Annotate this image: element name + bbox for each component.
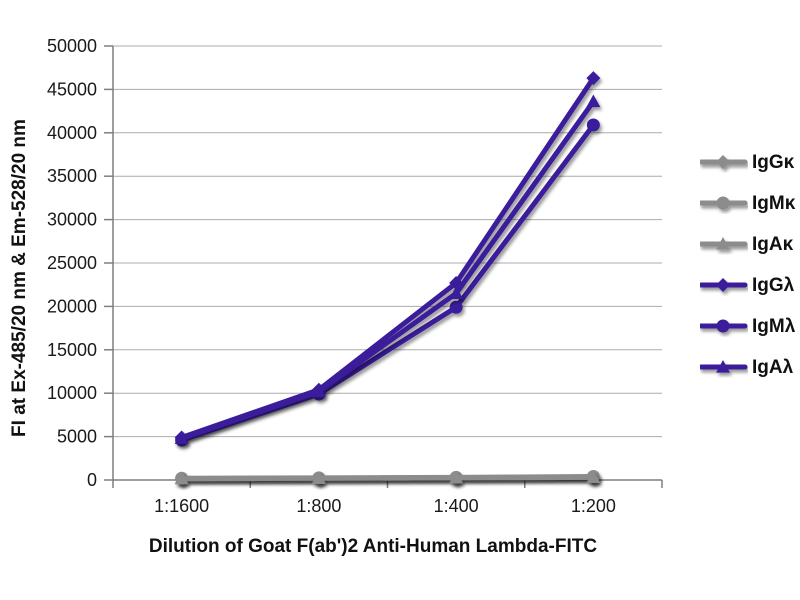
diamond-legend-marker-icon [700,277,748,292]
legend-swatch [700,236,748,250]
legend-swatch [700,277,748,292]
data-point-marker [174,471,189,485]
legend-item: IgAλ [700,347,795,388]
y-tick-label: 5000 [57,427,97,447]
y-axis-title: FI at Ex-485/20 nm & Em-528/20 nm [9,119,30,437]
series-line [179,75,596,440]
legend-item-label: IgAκ [752,233,794,255]
legend-item: IgAκ [700,224,795,265]
legend-swatch [700,196,748,209]
y-tick-label: 30000 [47,210,97,230]
circle-legend-marker-icon [700,196,748,209]
data-point-marker [716,236,730,250]
triangle-legend-marker-icon [700,236,748,250]
legend: IgGκ IgMκ IgAκ IgGλ IgMλ IgAλ [700,142,795,388]
x-tick-label: 1:800 [296,496,341,516]
data-point-marker [311,384,326,398]
x-tick-label: 1:1600 [154,496,209,516]
data-point-marker [174,431,189,444]
x-tick-label: 1:200 [571,496,616,516]
series-line [179,99,596,441]
y-tick-label: 15000 [47,340,97,360]
legend-swatch [700,319,748,332]
legend-item-label: IgGκ [752,151,795,173]
circle-legend-marker-icon [700,319,748,332]
legend-item-label: IgAλ [752,356,794,378]
series-line [179,474,596,482]
y-tick-label: 20000 [47,296,97,316]
y-tick-label: 10000 [47,383,97,403]
y-tick-label: 25000 [47,253,97,273]
data-point-marker [716,359,730,373]
data-point-marker [586,470,601,483]
data-point-marker [449,286,464,299]
y-tick-label: 35000 [47,166,97,186]
data-point-marker [716,319,730,332]
data-point-marker [586,118,600,132]
data-point-marker [311,471,326,484]
legend-item-label: IgMλ [752,315,796,337]
triangle-legend-marker-icon [700,359,748,373]
data-point-marker [586,94,601,108]
series-IgAλ [174,94,601,444]
legend-item-label: IgGλ [752,274,795,296]
y-tick-label: 50000 [47,36,97,56]
data-point-marker [716,154,730,169]
data-point-marker [586,71,601,86]
data-point-marker [449,300,463,314]
legend-swatch [700,359,748,373]
y-tick-label: 40000 [47,123,97,143]
legend-swatch [700,154,748,169]
legend-item: IgGκ [700,142,795,183]
data-point-marker [716,196,730,209]
diamond-legend-marker-icon [700,154,748,169]
legend-item-label: IgMκ [752,192,796,214]
legend-item: IgGλ [700,265,795,306]
x-axis-title: Dilution of Goat F(ab')2 Anti-Human Lamb… [148,536,598,557]
data-point-marker [716,277,730,292]
y-tick-label: 0 [87,470,97,490]
legend-item: IgMλ [700,306,795,347]
data-point-marker [449,470,464,484]
series-IgGλ [174,71,601,445]
series-IgAκ [174,470,601,485]
legend-item: IgMκ [700,183,795,224]
x-tick-label: 1:400 [434,496,479,516]
y-tick-label: 45000 [47,79,97,99]
